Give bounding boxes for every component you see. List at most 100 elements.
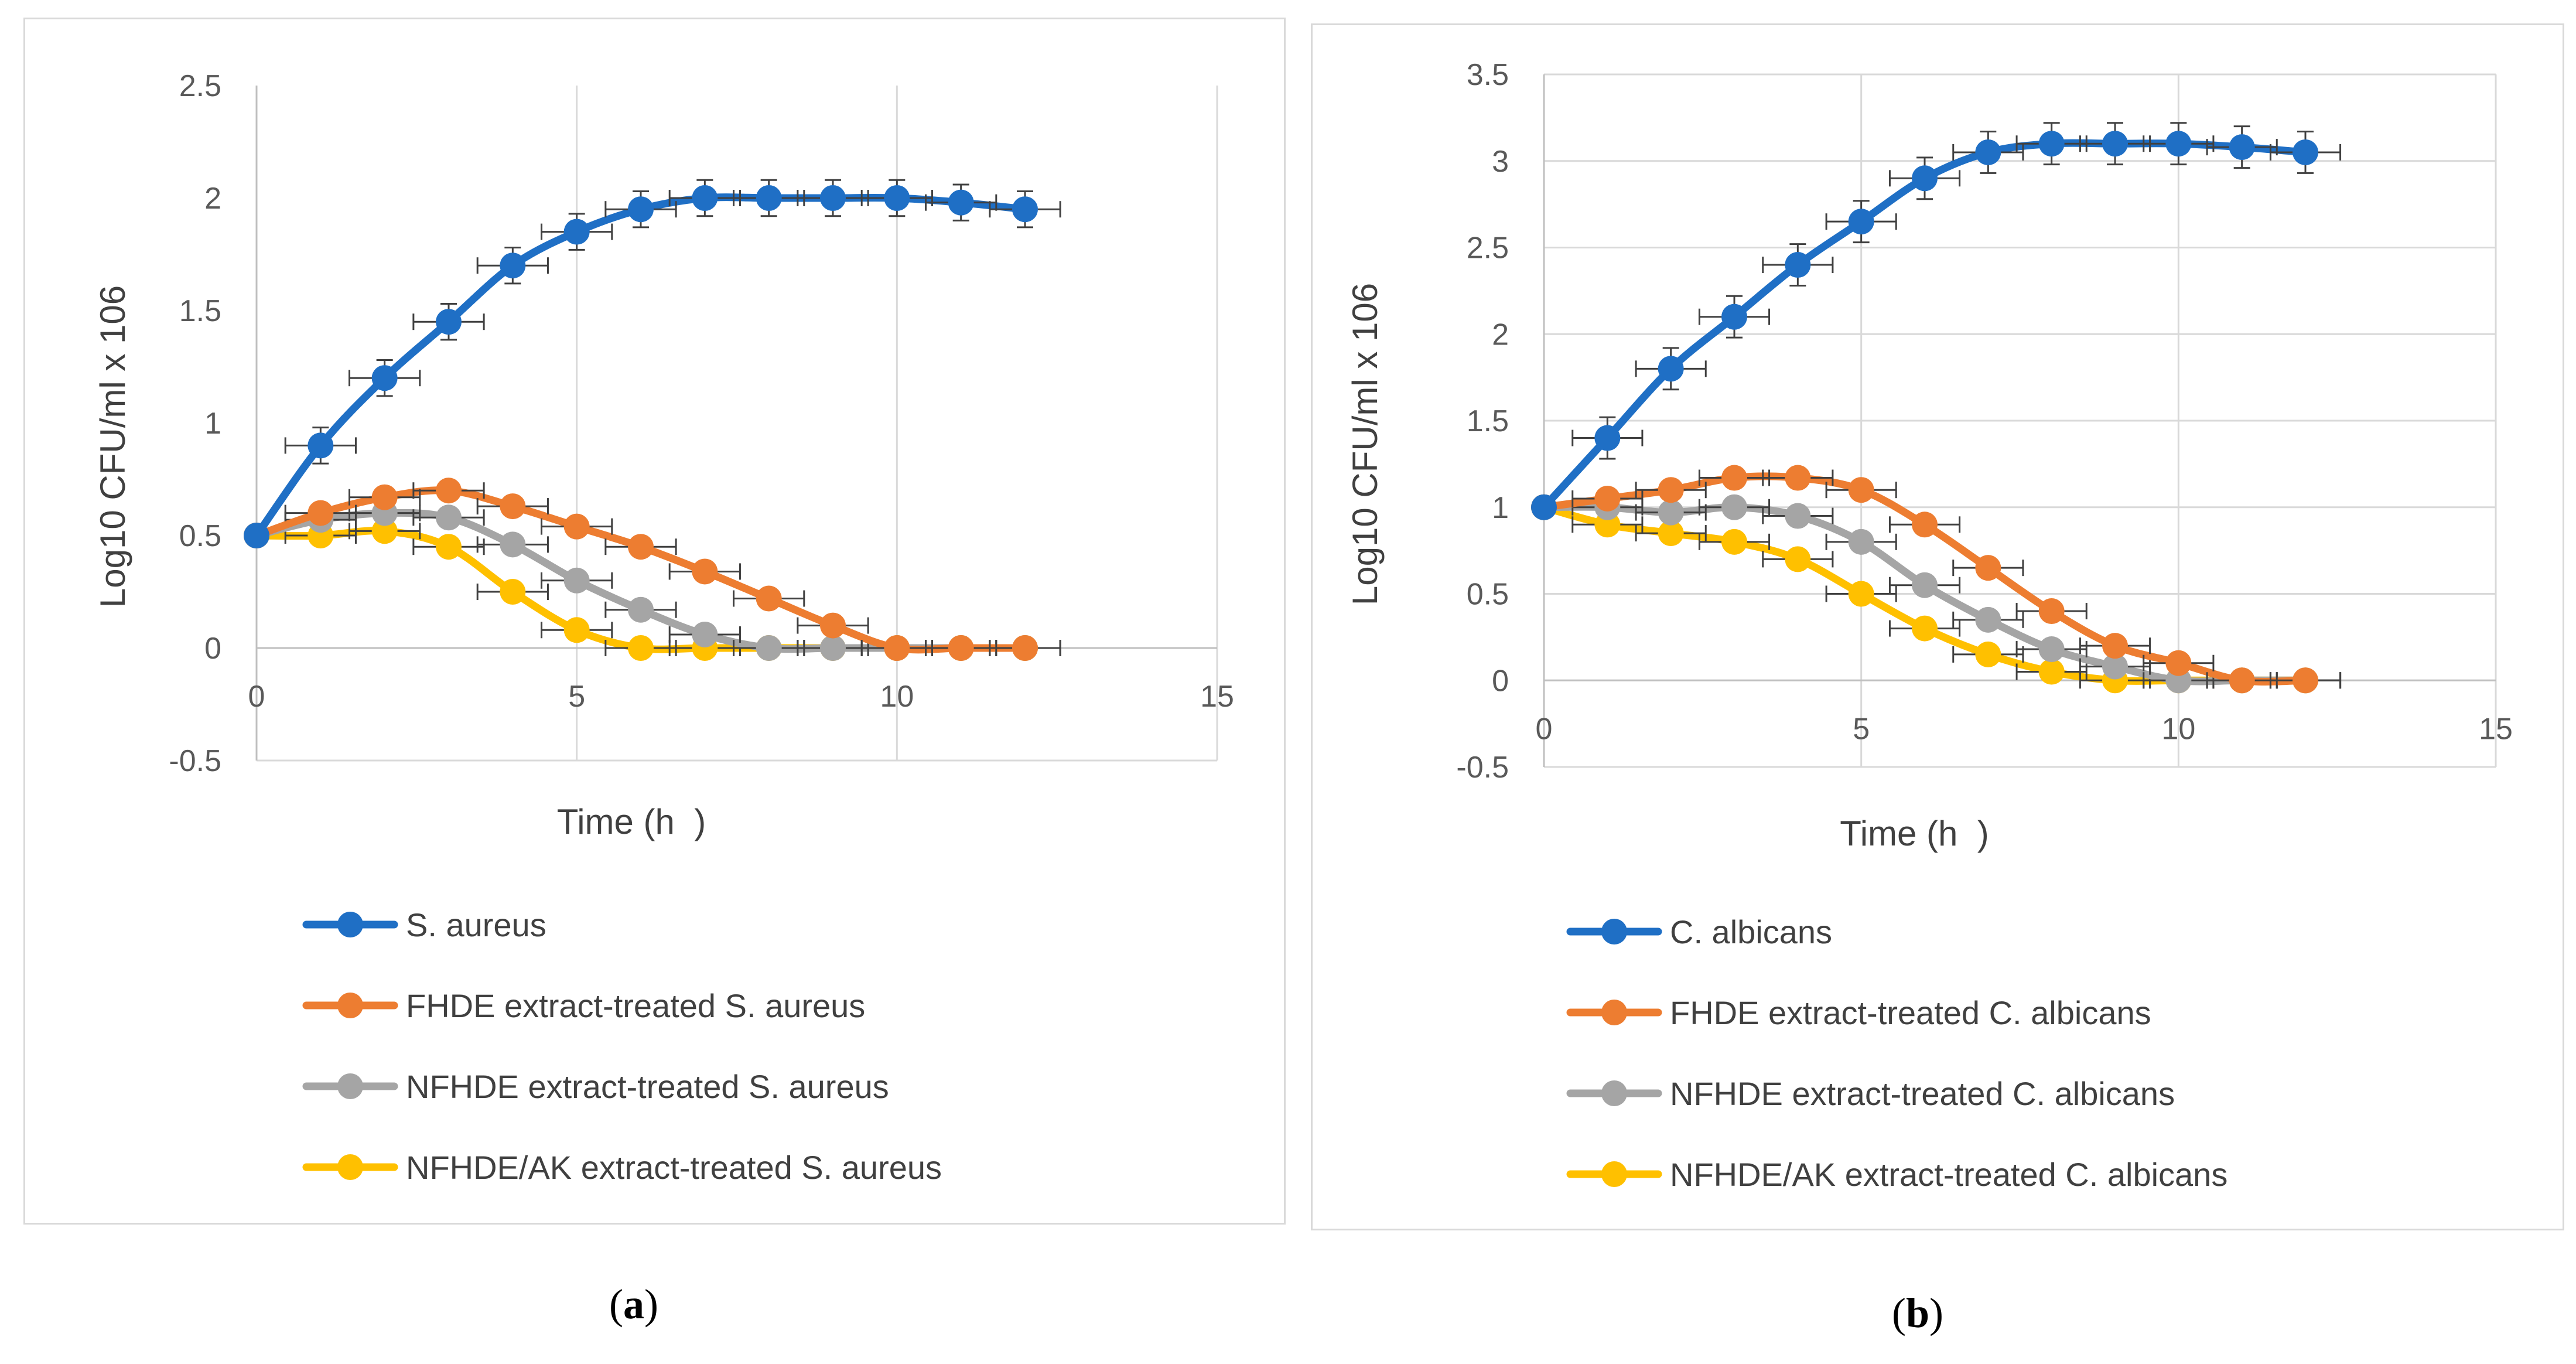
chart-a-series-3-point xyxy=(563,617,590,643)
chart-a-legend-marker-2 xyxy=(337,1073,363,1099)
chart-a-ytick-label: -0.5 xyxy=(169,744,221,778)
chart-b-series-2-point xyxy=(1721,494,1747,520)
chart-b-series-0-point xyxy=(2229,134,2255,161)
chart-b-legend-marker-0 xyxy=(1601,919,1627,944)
chart-a-xtick-label: 10 xyxy=(880,680,914,714)
chart-a-series-1-point xyxy=(436,478,462,504)
chart-b-series-1-point xyxy=(1721,465,1747,491)
chart-b-xtick-label: 5 xyxy=(1853,712,1870,746)
chart-a-series-3-point xyxy=(500,579,526,605)
chart-b-series-3-point xyxy=(1848,581,1874,607)
chart-b-series-0-point xyxy=(2293,139,2318,165)
chart-a-series-2-point xyxy=(628,596,654,623)
chart-a-series-0-point xyxy=(244,523,269,548)
chart-a-series-0-point xyxy=(500,253,526,279)
chart-a-ylabel: Log10 CFU/ml x 106 xyxy=(93,285,132,608)
chart-b-series-0-point xyxy=(2038,131,2065,157)
chart-b-ytick-label: 2 xyxy=(1492,318,1509,352)
chart-a-series-3-point xyxy=(628,635,654,661)
chart-a-ytick-label: 1.5 xyxy=(179,294,221,328)
chart-a-series-2-point xyxy=(820,635,846,661)
chart-b-series-2-point xyxy=(1785,503,1811,529)
chart-a-series-3-point xyxy=(371,518,398,544)
chart-a-legend-label-1: FHDE extract-treated S. aureus xyxy=(406,987,865,1024)
chart-b-series-1-point xyxy=(1658,477,1684,503)
chart-a-series-1-point xyxy=(500,493,526,520)
chart-a-ytick-label: 1 xyxy=(204,407,221,441)
chart-b-series-3-point xyxy=(1721,528,1747,555)
chart-b-ytick-label: 0 xyxy=(1492,664,1509,698)
chart-a-ytick-label: 2.5 xyxy=(179,69,221,103)
chart-b-series-3-point xyxy=(2038,659,2065,685)
chart-b-series-2-point xyxy=(2102,653,2128,680)
chart-a-series-0-point xyxy=(1012,196,1038,223)
chart-b-series-0-point xyxy=(1594,425,1621,451)
chart-a-series-0-point xyxy=(436,309,462,335)
chart-a-legend-label-0: S. aureus xyxy=(406,906,546,943)
chart-a-series-1-point xyxy=(756,585,782,612)
chart-b-xtick-label: 10 xyxy=(2161,712,2195,746)
chart-b-series-0-point xyxy=(1785,252,1811,278)
chart-a-series-1-point xyxy=(563,513,590,540)
caption-b: (b) xyxy=(1892,1290,1944,1336)
chart-a-series-1-point xyxy=(948,635,974,661)
chart-b-series-0-point xyxy=(1975,139,2001,165)
chart-b-ytick-label: 3 xyxy=(1492,145,1509,179)
chart-a-xtick-label: 0 xyxy=(248,680,265,714)
chart-b-series-1-point xyxy=(2293,667,2318,694)
chart-a-series-2-point xyxy=(436,504,462,531)
chart-a-ytick-label: 0.5 xyxy=(179,519,221,553)
chart-a-legend-label-2: NFHDE extract-treated S. aureus xyxy=(406,1068,889,1105)
chart-b-series-3-point xyxy=(1785,546,1811,572)
chart-a-ytick-label: 2 xyxy=(204,182,221,216)
chart-a-series-0-point xyxy=(308,432,334,459)
chart-b-ytick-label: 3.5 xyxy=(1467,58,1509,92)
chart-b-series-1-point xyxy=(2038,598,2065,625)
chart-b-series-0-point xyxy=(2165,131,2192,157)
chart-b-xtick-label: 15 xyxy=(2479,712,2513,746)
chart-b-svg: -0.5 0 0.5 1 1.5 2 2.5 3 3.5 0 5 10 15 Time (h ) Log10… xyxy=(1345,58,2513,1193)
chart-b-ytick-label: -0.5 xyxy=(1456,751,1509,785)
chart-b-legend-marker-2 xyxy=(1601,1080,1627,1106)
chart-b-series-0-point xyxy=(1721,304,1747,330)
chart-b-legend-label-0: C. albicans xyxy=(1670,913,1832,950)
chart-a-series-2-point xyxy=(692,621,718,647)
chart-b-series-2-point xyxy=(1658,499,1684,526)
chart-a-ytick-label: 0 xyxy=(204,632,221,666)
chart-b-legend-marker-3 xyxy=(1601,1161,1627,1187)
chart-a-series-0-point xyxy=(371,365,398,391)
chart-b-ytick-label: 0.5 xyxy=(1467,578,1509,612)
chart-a-series-0-point xyxy=(948,189,974,216)
chart-b-ytick-label: 1.5 xyxy=(1467,404,1509,438)
chart-a-legend-marker-0 xyxy=(337,912,363,937)
chart-b-xtick-label: 0 xyxy=(1536,712,1553,746)
chart-a-xlabel: Time (h ) xyxy=(557,802,706,841)
chart-b-series-1-point xyxy=(2229,667,2255,694)
chart-a-series-1-point xyxy=(1012,635,1038,661)
chart-b-series-2-point xyxy=(1912,572,1938,598)
chart-b-series-0-point xyxy=(1912,165,1938,192)
chart-b-ytick-label: 1 xyxy=(1492,491,1509,525)
chart-b-series-3-point xyxy=(1912,615,1938,642)
chart-b-ytick-label: 2.5 xyxy=(1467,231,1509,265)
chart-b-series-3-point xyxy=(1658,520,1684,547)
chart-b-ylabel: Log10 CFU/ml x 106 xyxy=(1345,283,1385,605)
chart-a-series-1-point xyxy=(371,484,398,510)
chart-a-series-0-point xyxy=(820,185,846,211)
chart-b-series-0-point xyxy=(1531,494,1557,520)
chart-b-legend-label-2: NFHDE extract-treated C. albicans xyxy=(1670,1075,2175,1112)
chart-a-series-2-point xyxy=(756,635,782,661)
chart-b-series-1-point xyxy=(1912,512,1938,538)
chart-b-series-0-point xyxy=(1848,209,1874,235)
chart-a-series-2-point xyxy=(563,567,590,594)
chart-a-series-3-point xyxy=(436,534,462,560)
chart-a-series-0-point xyxy=(628,196,654,223)
chart-a-legend-marker-1 xyxy=(337,993,363,1018)
chart-a-series-1-point xyxy=(308,500,334,526)
chart-a-xtick-label: 5 xyxy=(568,680,585,714)
chart-b-series-1-point xyxy=(1975,555,2001,581)
chart-a-series-0-point xyxy=(884,185,910,211)
chart-a-series-1-point xyxy=(692,558,718,585)
chart-a-series-1-point xyxy=(820,612,846,639)
chart-b-series-2-point xyxy=(1975,606,2001,633)
